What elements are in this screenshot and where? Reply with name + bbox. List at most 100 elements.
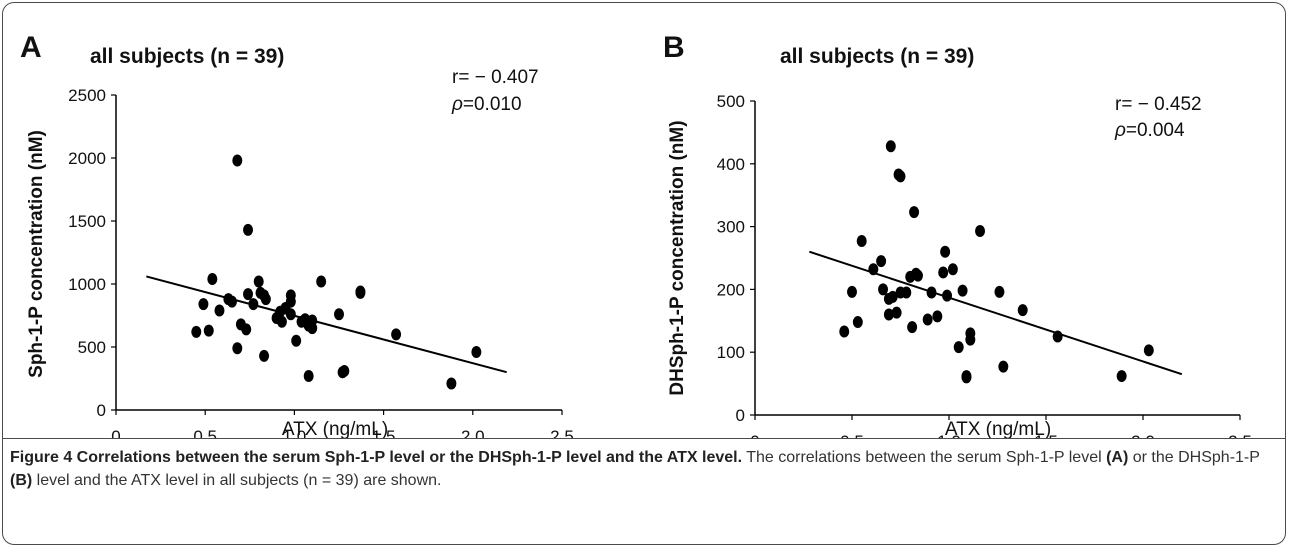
panel-b-data-point <box>1143 344 1154 357</box>
panel-b-x-tick-label: 1.5 <box>1034 432 1058 438</box>
panel-b-data-point <box>932 310 943 323</box>
panel-a-data-point <box>243 223 254 236</box>
panel-a-data-point <box>248 298 259 311</box>
panel-a-y-tick-label: 500 <box>78 338 106 357</box>
panel-a-x-tick-label: 2.0 <box>461 427 485 438</box>
panel-b-y-tick-label: 300 <box>717 218 745 237</box>
caption-title: Figure 4 Correlations between the serum … <box>10 449 743 466</box>
panel-b-regression-line <box>809 250 1183 376</box>
panel-b: B all subjects (n = 39) r= − 0.452 ρ=0.0… <box>663 31 1252 438</box>
panel-b-data-point <box>940 245 951 258</box>
panel-b-data-point <box>938 266 949 279</box>
panel-a-x-tick-label: 1.5 <box>372 427 396 438</box>
panel-b-x-tick-label: 0 <box>750 432 759 438</box>
panel-b-title: all subjects (n = 39) <box>780 45 974 68</box>
panel-b-data-point <box>994 285 1005 298</box>
panel-b-y-tick-label: 200 <box>717 280 745 299</box>
panel-b-data-point <box>891 306 902 319</box>
panel-a-data-point <box>214 304 225 317</box>
panel-b-data-point <box>961 370 972 383</box>
panel-a-data-point <box>241 323 252 336</box>
panel-a-data-point <box>339 364 350 377</box>
panel-a-x-tick-label: 0 <box>111 427 120 438</box>
panel-b-data-point <box>1052 330 1063 343</box>
panel-a-data-point <box>471 346 482 359</box>
panel-a-plot-area: 0 0.5 1.0 1.5 2.0 2.5 0 500 1000 1500 2000 2500 <box>68 86 574 438</box>
panel-b-data-point <box>895 170 906 183</box>
panel-b-data-point <box>947 263 958 276</box>
panel-b-data-point <box>965 327 976 340</box>
panel-b-data-point <box>1017 304 1028 317</box>
panel-b-rho-symbol: ρ <box>1114 120 1126 141</box>
panel-b-data-point <box>901 286 912 299</box>
panel-b-data-point <box>909 206 920 219</box>
panel-a-data-point <box>285 308 296 321</box>
panel-a-stat-p: ρ=0.010 <box>451 94 522 115</box>
panel-a-data-point <box>207 272 218 285</box>
panel-a-data-point <box>285 289 296 302</box>
panel-a-title: all subjects (n = 39) <box>90 45 284 68</box>
panel-a-data-point <box>232 342 243 355</box>
panel-b-p-value: =0.004 <box>1126 120 1185 141</box>
panel-b-data-point <box>926 286 937 299</box>
panel-a-data-point <box>334 308 344 321</box>
panel-a-data-point <box>203 324 214 337</box>
caption-part1: The correlations between the serum Sph-1… <box>742 449 1107 466</box>
panel-a-stat-r: r= − 0.407 <box>452 67 539 88</box>
panel-a-data-point <box>253 275 264 288</box>
panel-a-y-tick-label: 1500 <box>68 212 106 231</box>
panel-a-rho-symbol: ρ <box>451 94 463 115</box>
panel-a-x-tick-label: 1.0 <box>283 427 307 438</box>
panel-b-x-tick-label: 2.0 <box>1131 432 1155 438</box>
panel-b-data-point <box>953 341 964 354</box>
caption-part2: or the DHSph-1-P <box>1128 449 1260 466</box>
panel-a-data-point <box>260 293 271 306</box>
panel-a-y-tick-label: 0 <box>97 401 106 420</box>
panel-a-data-point <box>316 275 327 288</box>
panel-b-data-point <box>942 289 953 302</box>
panel-b-data-point <box>887 290 898 303</box>
panel-b-stat-r: r= − 0.452 <box>1115 94 1202 115</box>
panel-b-data-point <box>868 263 879 276</box>
panel-b-data-point <box>856 235 867 248</box>
panel-b-data-point <box>957 284 968 297</box>
panel-b-data-point <box>998 360 1009 373</box>
panel-a-data-point <box>391 328 402 341</box>
caption-ref-a: (A) <box>1106 449 1129 466</box>
panel-b-x-tick-label: 2.5 <box>1228 432 1252 438</box>
panel-b-data-point <box>876 255 887 268</box>
panel-a-data-point <box>232 154 243 167</box>
panel-b-stat-p: ρ=0.004 <box>1114 120 1185 141</box>
panel-a-p-value: =0.010 <box>463 94 522 115</box>
panel-b-y-tick-label: 100 <box>717 343 745 362</box>
figure-canvas: A all subjects (n = 39) r= − 0.407 ρ=0.0… <box>20 31 1252 438</box>
panel-b-y-tick-label: 500 <box>717 92 745 111</box>
panel-a-data-point <box>243 288 254 301</box>
panel-b-x-tick-label: 0.5 <box>840 432 864 438</box>
caption-ref-b: (B) <box>10 472 33 489</box>
panel-a-data-point <box>276 315 287 328</box>
panel-a-data-point <box>291 334 302 347</box>
panel-a-ylabel: Sph-1-P concentration (nM) <box>26 130 47 378</box>
panel-b-data-point <box>1116 370 1127 383</box>
panel-a-data-point <box>307 322 318 335</box>
panel-b-y-tick-label: 400 <box>717 155 745 174</box>
panel-a-y-tick-label: 2500 <box>68 86 106 105</box>
panel-a-data-point <box>226 295 237 308</box>
panel-b-data-point <box>975 224 986 237</box>
panel-b-data-point <box>839 325 850 338</box>
panel-b-xlabel: ATX (ng/mL) <box>945 419 1051 438</box>
panel-a-y-tick-label: 1000 <box>68 275 106 294</box>
panel-b-data-point <box>847 285 857 298</box>
caption-divider <box>2 438 1286 439</box>
figure-caption: Figure 4 Correlations between the serum … <box>10 446 1275 492</box>
panel-b-y-tick-label: 0 <box>736 406 745 425</box>
panel-a-data-point <box>198 298 209 311</box>
panel-b-data-point <box>878 283 889 296</box>
panel-a-data-point <box>355 285 366 298</box>
panel-b-data-point <box>922 313 933 326</box>
panel-b-ylabel: DHSph-1-P concentration (nM) <box>667 120 688 395</box>
panel-b-data-point <box>885 140 896 153</box>
panel-b-data-point <box>883 308 894 321</box>
